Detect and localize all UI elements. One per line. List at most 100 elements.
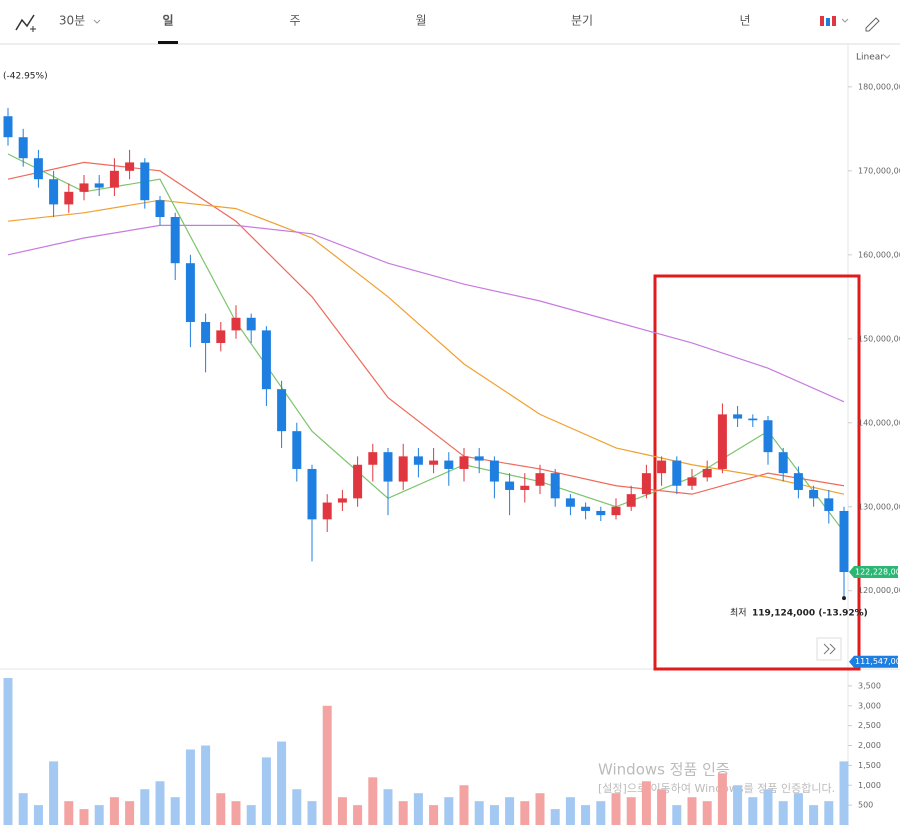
candle-body bbox=[672, 460, 682, 486]
volume-bar bbox=[201, 745, 211, 825]
candle-body bbox=[763, 420, 773, 453]
candle-body bbox=[170, 217, 180, 264]
volume-bar bbox=[79, 809, 89, 825]
candle-body bbox=[550, 473, 560, 499]
volume-bar bbox=[763, 789, 773, 825]
scale-dropdown-arrow[interactable] bbox=[883, 54, 891, 59]
interval-tab[interactable]: 30분 bbox=[59, 14, 85, 28]
candle-body bbox=[596, 510, 606, 516]
draw-tool-icon[interactable] bbox=[15, 14, 36, 32]
price-tag-label: 122,228,000 bbox=[855, 568, 900, 577]
volume-bar bbox=[717, 773, 727, 825]
volume-bar bbox=[687, 797, 697, 825]
candle-body bbox=[611, 506, 621, 516]
interval-tab[interactable]: 일 bbox=[162, 14, 173, 28]
volume-bar bbox=[596, 801, 606, 825]
volume-bar bbox=[459, 785, 469, 825]
candle-body bbox=[733, 414, 743, 419]
candle-body bbox=[3, 116, 13, 138]
volume-bar bbox=[535, 793, 545, 825]
edit-icon[interactable] bbox=[865, 17, 880, 32]
candle-body bbox=[839, 510, 849, 573]
candle-body bbox=[717, 414, 727, 469]
candle-body bbox=[79, 183, 89, 192]
candle-body bbox=[702, 468, 712, 478]
volume-bar bbox=[3, 677, 13, 825]
candle-body bbox=[444, 460, 454, 469]
candle-body bbox=[307, 468, 317, 520]
candle-body bbox=[565, 498, 575, 507]
candle-body bbox=[520, 485, 530, 490]
volume-bar bbox=[641, 781, 651, 825]
candle-body bbox=[261, 330, 271, 390]
volume-bar bbox=[216, 793, 226, 825]
candle-body bbox=[383, 452, 393, 482]
candle-body bbox=[413, 456, 423, 465]
volume-bar bbox=[581, 805, 591, 825]
y-tick-label: 160,000,000 bbox=[858, 250, 900, 259]
low-label: 최저 bbox=[730, 608, 747, 619]
volume-bar bbox=[261, 757, 271, 825]
candle-body bbox=[368, 452, 378, 465]
price-tag bbox=[849, 566, 898, 579]
volume-bar bbox=[565, 797, 575, 825]
volume-tick-label: 500 bbox=[858, 801, 873, 810]
volume-bar bbox=[307, 801, 317, 825]
candle-body bbox=[489, 460, 499, 482]
candle-body bbox=[505, 481, 515, 490]
volume-bar bbox=[155, 781, 165, 825]
volume-bar bbox=[383, 789, 393, 825]
candle-body bbox=[277, 389, 287, 432]
interval-tab[interactable]: 월 bbox=[415, 14, 426, 28]
volume-bar bbox=[368, 777, 378, 825]
volume-bar bbox=[18, 793, 28, 825]
y-tick-label: 150,000,000 bbox=[858, 334, 900, 343]
scroll-right-button[interactable] bbox=[816, 637, 842, 661]
candle-body bbox=[459, 456, 469, 469]
interval-tab[interactable]: 년 bbox=[739, 14, 750, 28]
price-tag bbox=[849, 655, 898, 668]
volume-bar bbox=[429, 805, 439, 825]
candle-body bbox=[64, 191, 74, 205]
scale-label[interactable]: Linear bbox=[856, 53, 884, 63]
candle-body bbox=[94, 183, 104, 188]
volume-bar bbox=[505, 797, 515, 825]
candle-body bbox=[337, 498, 347, 503]
volume-bar bbox=[49, 761, 59, 825]
volume-bar bbox=[322, 705, 332, 825]
volume-tick-label: 3,000 bbox=[858, 701, 881, 710]
candle-body bbox=[748, 418, 758, 421]
volume-bar bbox=[793, 793, 803, 825]
candle-body bbox=[125, 162, 135, 171]
highlight-box bbox=[653, 274, 861, 671]
volume-bar bbox=[489, 805, 499, 825]
candle-body bbox=[778, 452, 788, 474]
interval-tab[interactable]: 주 bbox=[289, 14, 300, 28]
candle-body bbox=[322, 502, 332, 520]
y-tick-label: 180,000,000 bbox=[858, 82, 900, 91]
dropdown-arrow[interactable] bbox=[93, 19, 101, 24]
volume-bar bbox=[231, 801, 241, 825]
volume-bar bbox=[125, 801, 135, 825]
volume-bar bbox=[246, 805, 256, 825]
volume-bar bbox=[824, 801, 834, 825]
candle-body bbox=[33, 158, 43, 180]
candle-body bbox=[246, 317, 256, 331]
candle-body bbox=[535, 473, 545, 486]
interval-tab[interactable]: 분기 bbox=[571, 14, 593, 28]
watermark-subtitle: [설정]으로 이동하여 Windows를 정품 인증합니다. bbox=[598, 781, 835, 795]
low-marker bbox=[842, 596, 846, 601]
volume-bar bbox=[733, 785, 743, 825]
volume-bar bbox=[444, 797, 454, 825]
candle-body bbox=[429, 460, 439, 465]
volume-bar bbox=[839, 761, 849, 825]
volume-bar bbox=[94, 805, 104, 825]
volume-bar bbox=[109, 797, 119, 825]
volume-tick-label: 1,500 bbox=[858, 761, 881, 770]
volume-bar bbox=[474, 801, 484, 825]
candle-body bbox=[49, 179, 59, 205]
volume-bar bbox=[398, 801, 408, 825]
candle-type-icon[interactable] bbox=[820, 16, 849, 26]
candle-body bbox=[474, 456, 484, 461]
